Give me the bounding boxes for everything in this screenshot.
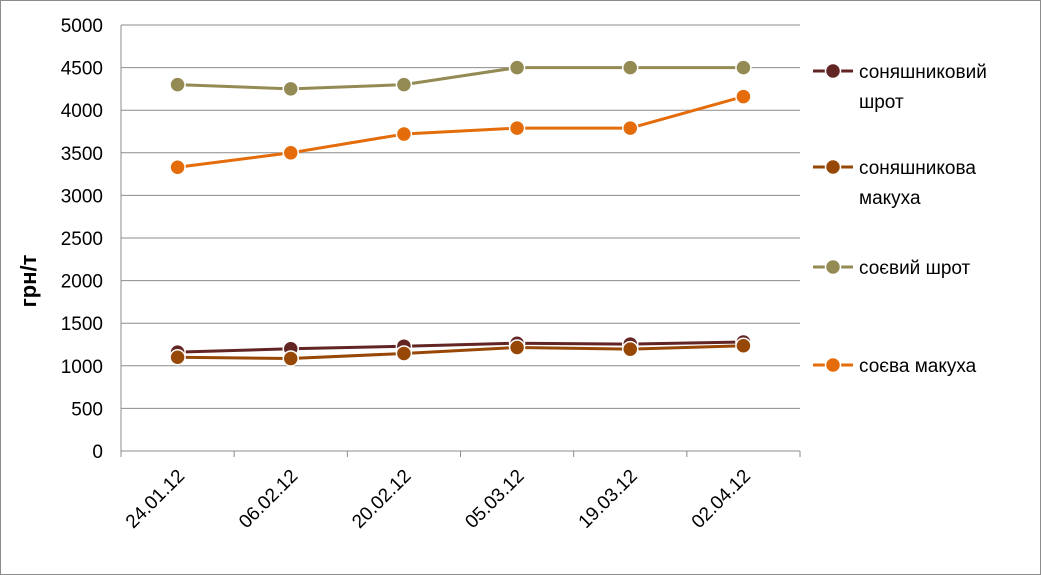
- data-point: [169, 349, 186, 366]
- series-line-3: [177, 66, 744, 91]
- legend-marker: [824, 158, 842, 176]
- x-tick-label: 19.03.12: [575, 466, 642, 533]
- legend-item: соєва макуха: [813, 356, 977, 377]
- gridlines: [121, 24, 800, 409]
- y-tick-label: 3000: [61, 186, 103, 207]
- y-tick-label: 5000: [61, 16, 103, 37]
- x-tick-label: 20.02.12: [348, 466, 415, 533]
- y-tick-label: 1500: [61, 314, 103, 335]
- y-tick-label: 0: [92, 442, 103, 463]
- x-tick-label: 24.01.12: [122, 466, 189, 533]
- data-point: [169, 76, 186, 93]
- y-tick-label: 3500: [61, 144, 103, 165]
- x-tick-label: 02.04.12: [688, 466, 755, 533]
- legend-label: соєвий шрот: [859, 258, 971, 279]
- data-point: [395, 345, 413, 362]
- data-point: [282, 144, 299, 162]
- data-point: [735, 88, 752, 105]
- series-line-1: [177, 340, 744, 354]
- y-axis-ticks: 0 500 1000 1500 2000 2500 3000 3500 4000 4500 5000: [61, 16, 103, 463]
- data-point: [282, 350, 299, 367]
- data-point: [282, 80, 299, 98]
- legend-label: соняшниковий шрот: [859, 62, 987, 113]
- y-tick-label: 500: [71, 399, 103, 420]
- series-line-2: [177, 344, 744, 361]
- x-tick-label: 06.02.12: [235, 466, 302, 533]
- series-line-4: [177, 95, 744, 169]
- legend-item: соняшниковий шрот: [813, 62, 987, 113]
- y-tick-label: 2500: [61, 229, 103, 250]
- y-tick-label: 1000: [61, 357, 103, 378]
- legend-marker: [824, 356, 842, 374]
- x-tick-label: 05.03.12: [461, 466, 528, 533]
- data-point: [395, 76, 413, 93]
- data-point: [622, 59, 639, 76]
- data-point: [508, 119, 526, 137]
- legend: соняшниковий шрот соняшникова макуха соєвий …: [813, 62, 987, 377]
- legend-marker: [824, 62, 842, 80]
- data-point: [735, 59, 752, 76]
- x-axis-ticks: 24.01.12 06.02.12 20.02.12 05.03.12 19.03.12…: [122, 466, 755, 533]
- legend-label: соняшникова макуха: [859, 158, 976, 209]
- data-point: [508, 339, 526, 356]
- series: [169, 59, 752, 367]
- data-point: [169, 159, 186, 176]
- data-point: [735, 337, 752, 355]
- y-tick-label: 4500: [61, 59, 103, 80]
- legend-item: соняшникова макуха: [813, 158, 976, 209]
- y-tick-label: 4000: [61, 101, 103, 122]
- y-axis-label: грн/т: [16, 254, 41, 307]
- legend-item: соєвий шрот: [813, 258, 971, 279]
- data-point: [622, 119, 639, 137]
- axes: [120, 25, 801, 457]
- legend-marker: [824, 258, 842, 276]
- data-point: [395, 125, 413, 143]
- data-point: [508, 59, 526, 76]
- legend-label: соєва макуха: [859, 356, 977, 377]
- data-point: [622, 340, 639, 358]
- y-tick-label: 2000: [61, 272, 103, 293]
